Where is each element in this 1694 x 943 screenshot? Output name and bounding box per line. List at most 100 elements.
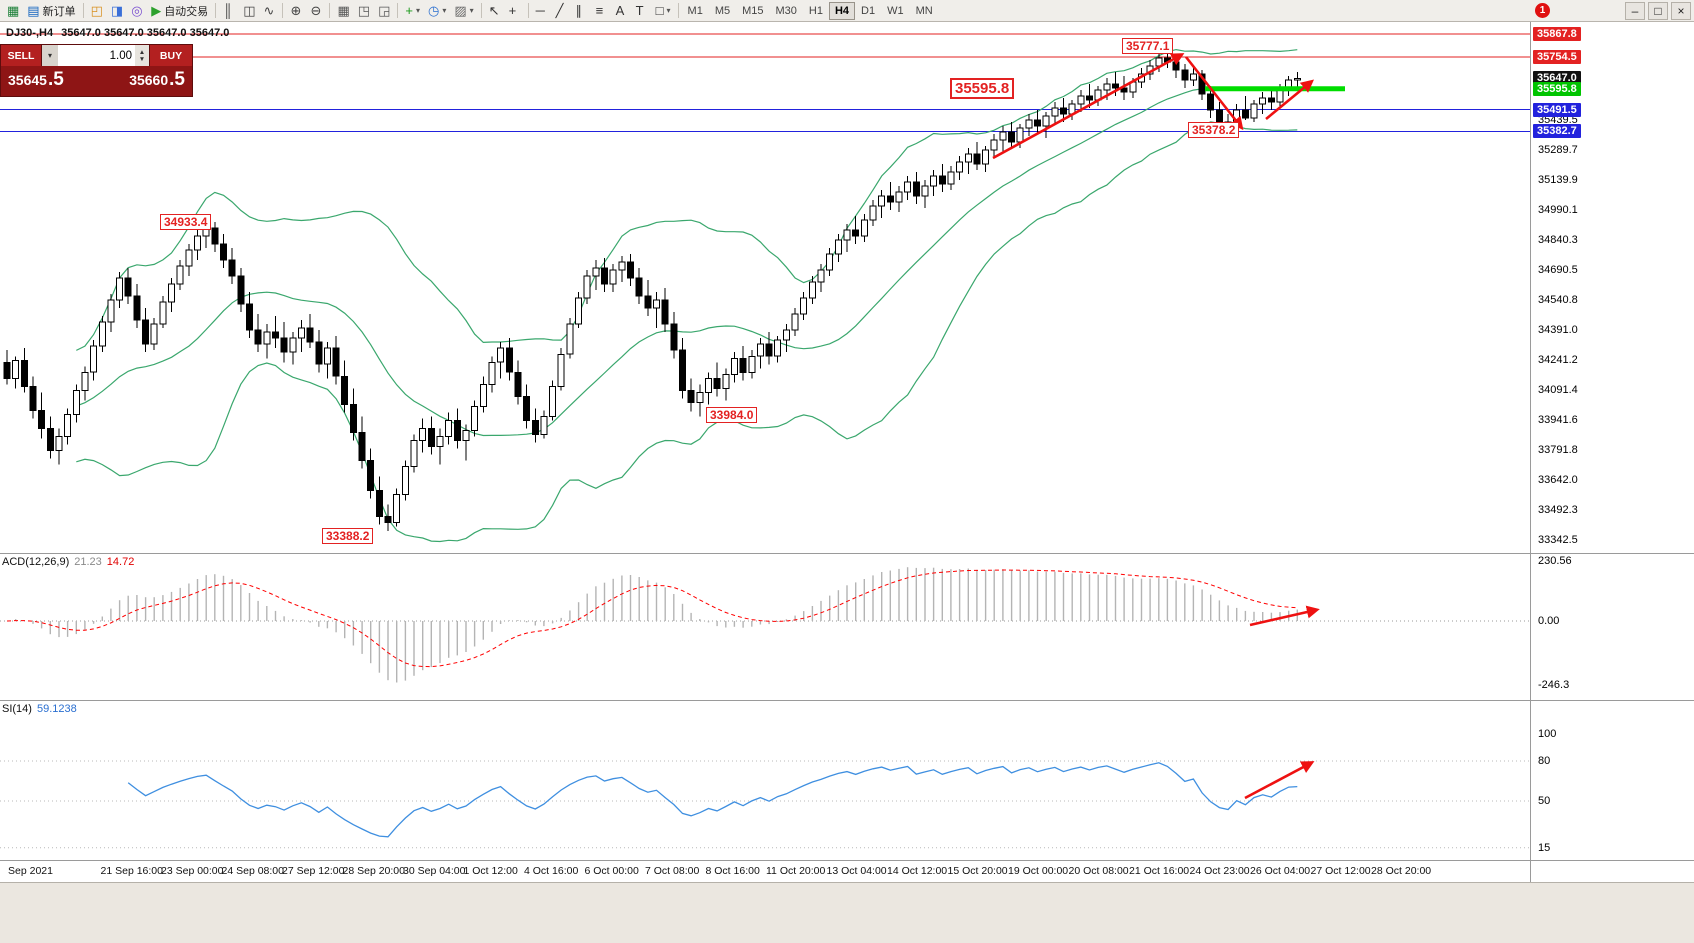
candle-body xyxy=(90,345,98,373)
auto-trading-button[interactable]: ▶ 自动交易 xyxy=(147,1,212,21)
timeframe-h4-button[interactable]: H4 xyxy=(828,1,856,20)
candle-body xyxy=(358,431,366,461)
candle-body xyxy=(220,243,227,261)
candle-body xyxy=(176,265,184,285)
equidistant-channel-icon[interactable]: ∥ xyxy=(572,1,592,21)
crosshair-icon[interactable]: + xyxy=(505,1,525,21)
timeframe-w1-button[interactable]: W1 xyxy=(887,4,904,17)
timeframe-m30-button[interactable]: M30 xyxy=(775,4,797,17)
arrange-windows-icon[interactable]: ◲ xyxy=(374,1,394,21)
window-minimize-button[interactable]: – xyxy=(1625,1,1645,20)
zoom-in-icon[interactable]: ⊕ xyxy=(286,1,306,21)
bollinger-upper-band xyxy=(76,48,1298,351)
data-window-icon[interactable]: ◰ xyxy=(87,1,107,21)
candle-body xyxy=(1181,69,1189,81)
shapes-button[interactable]: □ ▾ xyxy=(652,1,675,21)
timeframe-d1-button[interactable]: D1 xyxy=(861,4,876,17)
cursor-icon[interactable]: ↖ xyxy=(485,1,505,21)
timeframe-m5-button[interactable]: M5 xyxy=(714,4,731,17)
toolbar-separator xyxy=(527,3,529,18)
auto-trading-button-label: 自动交易 xyxy=(164,5,209,18)
volume-stepper[interactable]: ▲ ▼ xyxy=(135,45,150,66)
zoom-out-icon[interactable]: ⊖ xyxy=(306,1,326,21)
navigator-icon[interactable]: ◎ xyxy=(127,1,147,21)
candle-body xyxy=(999,131,1007,141)
new-order-button[interactable]: ▤ 新订单 xyxy=(23,1,79,21)
sell-price: 35645 .5 xyxy=(8,69,64,91)
toolbar-buttons: ▦ ▤ 新订单 ◰ ◨ ◎ ▶ 自动交易 ║ ◫ ∿ ⊕ ⊖ ▦ ◳ ◲ + ▾ ◷ ▾ ▨ ▾ ↖ + ─ ╱ ∥ ≡ A T □ ▾ M1 M… xyxy=(3,0,939,22)
notification-badge[interactable]: 1 xyxy=(1535,3,1550,18)
indicators-button-icon: + xyxy=(405,3,413,18)
macd-label: ACD(12,26,9) 21.23 14.72 xyxy=(2,556,134,568)
trendline-icon[interactable]: ╱ xyxy=(552,1,572,21)
time-label: 13 Oct 04:00 xyxy=(826,865,887,877)
timeframe-m1-button[interactable]: M1 xyxy=(687,4,703,17)
price-tick: 34690.5 xyxy=(1538,264,1578,276)
new-chart-icon: ▦ xyxy=(7,3,20,18)
candle-body xyxy=(1207,93,1215,111)
candle-body xyxy=(1060,107,1067,115)
text-label-icon: T xyxy=(635,3,644,18)
timeframe-m15-button[interactable]: M15 xyxy=(742,4,764,17)
equidistant-channel-icon: ∥ xyxy=(575,3,583,18)
horizontal-line-icon[interactable]: ─ xyxy=(532,1,552,21)
cascade-windows-icon[interactable]: ◳ xyxy=(354,1,374,21)
candle-body xyxy=(159,301,167,325)
candle-body xyxy=(860,219,868,237)
market-watch-icon[interactable]: ◨ xyxy=(107,1,127,21)
candle-body xyxy=(1051,107,1059,117)
candle-body xyxy=(1293,77,1301,81)
text-label-icon[interactable]: T xyxy=(632,1,652,21)
price-tick: 35289.7 xyxy=(1538,144,1578,156)
candle-body xyxy=(514,371,522,397)
candle-body xyxy=(687,389,695,403)
tile-windows-icon[interactable]: ▦ xyxy=(333,1,353,21)
indicators-button[interactable]: + ▾ xyxy=(401,1,424,21)
time-axis[interactable]: Sep 2021 21 Sep 16:00 23 Sep 00:00 24 Sep 0… xyxy=(0,861,1694,882)
candle-body xyxy=(64,413,72,437)
candle-body xyxy=(782,329,790,341)
window-restore-button[interactable]: □ xyxy=(1648,1,1668,20)
new-chart-icon[interactable]: ▦ xyxy=(3,1,23,21)
panel-separator[interactable] xyxy=(0,553,1694,554)
time-label: 27 Oct 12:00 xyxy=(1310,865,1371,877)
line-chart-icon[interactable]: ∿ xyxy=(259,1,279,21)
timeframe-h1-button[interactable]: H1 xyxy=(808,4,823,17)
text-icon[interactable]: A xyxy=(612,1,632,21)
panel-separator[interactable] xyxy=(0,700,1694,701)
buy-button[interactable]: BUY xyxy=(150,45,192,66)
candle-body xyxy=(246,303,253,331)
sell-button[interactable]: SELL xyxy=(1,45,41,66)
volume-input[interactable] xyxy=(58,45,135,66)
time-label: 4 Oct 16:00 xyxy=(524,865,579,877)
price-scale[interactable]: 35439.5 35289.7 35139.9 34990.1 34840.3 34690… xyxy=(1531,22,1694,882)
time-label: 1 Oct 12:00 xyxy=(463,865,518,877)
candle-body xyxy=(627,261,634,279)
ohlc-bars-icon[interactable]: ║ xyxy=(219,1,239,21)
time-label: 20 Oct 08:00 xyxy=(1068,865,1129,877)
candle-body xyxy=(427,427,435,447)
periods-button[interactable]: ◷ ▾ xyxy=(424,1,450,21)
window-close-button[interactable]: × xyxy=(1671,1,1691,20)
candle-body xyxy=(609,269,617,285)
candle-body xyxy=(401,465,409,495)
candle-body xyxy=(116,277,124,301)
candlestick-chart-icon[interactable]: ◫ xyxy=(239,1,259,21)
chevron-down-icon: ▾ xyxy=(666,6,671,15)
price-tick: 34241.2 xyxy=(1538,354,1578,366)
volume-down-icon: ▼ xyxy=(138,55,146,63)
templates-button[interactable]: ▨ ▾ xyxy=(450,1,477,21)
candle-body xyxy=(1172,61,1180,71)
candle-body xyxy=(826,253,834,271)
volume-preset-dropdown[interactable]: ▾ xyxy=(41,45,58,66)
fibonacci-icon[interactable]: ≡ xyxy=(592,1,612,21)
candle-body xyxy=(72,389,80,415)
time-label: 6 Oct 00:00 xyxy=(584,865,639,877)
timeframe-mn-button[interactable]: MN xyxy=(915,4,933,17)
candle-body xyxy=(1224,121,1232,127)
chevron-down-icon: ▾ xyxy=(442,6,447,15)
candle-body xyxy=(904,181,912,193)
candle-body xyxy=(375,490,383,517)
toolbar-right: 1 – □ × xyxy=(1535,0,1691,22)
candle-body xyxy=(739,357,747,373)
